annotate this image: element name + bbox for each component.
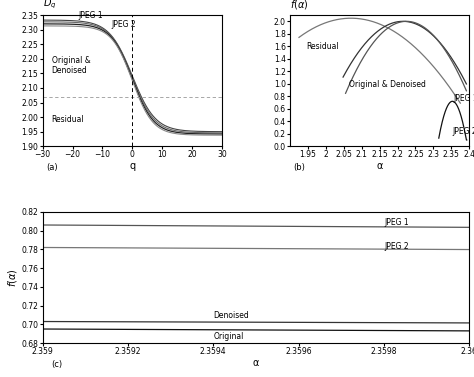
Text: (c): (c): [51, 360, 62, 369]
Text: JPEG 2: JPEG 2: [384, 242, 409, 251]
Text: Original & Denoised: Original & Denoised: [349, 80, 426, 89]
Text: JPEG 2: JPEG 2: [452, 127, 474, 136]
Text: Residual: Residual: [306, 43, 339, 51]
Text: Original &
Denoised: Original & Denoised: [52, 56, 91, 75]
Text: JPEG 1: JPEG 1: [453, 94, 474, 103]
Y-axis label: $f(\alpha)$: $f(\alpha)$: [6, 268, 18, 287]
Text: JPEG 2: JPEG 2: [111, 20, 136, 29]
Text: $f(\alpha)$: $f(\alpha)$: [290, 0, 309, 11]
Text: (b): (b): [293, 163, 305, 172]
Text: $D_q$: $D_q$: [43, 0, 56, 11]
X-axis label: α: α: [253, 358, 259, 368]
Text: Residual: Residual: [52, 115, 84, 124]
Text: JPEG 1: JPEG 1: [79, 11, 103, 20]
Text: JPEG 1: JPEG 1: [384, 218, 409, 227]
Text: (a): (a): [46, 163, 58, 172]
Text: Original: Original: [213, 332, 244, 341]
Text: Denoised: Denoised: [213, 311, 249, 320]
X-axis label: q: q: [129, 161, 136, 171]
X-axis label: α: α: [376, 161, 383, 171]
